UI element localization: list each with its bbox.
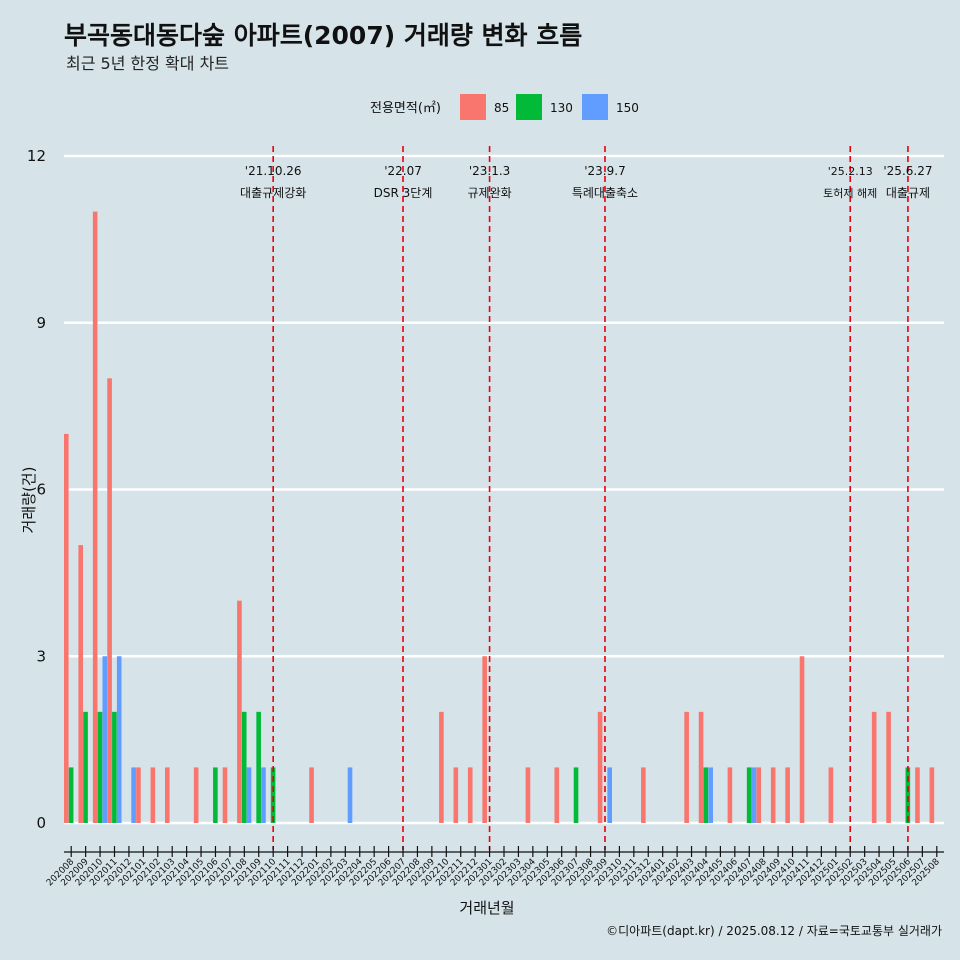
y-tick-label: 0 [36, 814, 46, 832]
annotation-date: '21.10.26 [245, 164, 302, 178]
y-tick-label: 12 [27, 147, 46, 165]
annotation-date: '22.07 [384, 164, 422, 178]
bar-85-202508 [929, 767, 935, 823]
bar-130-202010 [97, 711, 103, 823]
bar-85-202211 [453, 767, 459, 823]
annotation-label: 토허제 해제 [823, 186, 877, 200]
bar-85-202312 [641, 767, 646, 823]
bar-130-202009 [83, 711, 88, 823]
bar-150-202109 [261, 767, 266, 823]
annotation-date: '23.1.3 [469, 164, 510, 178]
y-axis-ticks: 0 3 6 9 12 [27, 147, 46, 832]
bar-150-202012 [131, 767, 136, 823]
bar-85-202306 [554, 767, 560, 823]
bar-85-202410 [785, 767, 790, 823]
annotation-label: 대출규제 [886, 186, 930, 200]
bar-85-202406 [727, 767, 733, 823]
bar-85-202507 [915, 767, 920, 823]
legend-label-130: 130 [550, 101, 573, 115]
legend-swatch-130 [516, 94, 542, 120]
bar-85-202404 [698, 711, 704, 823]
annotation-label: DSR 3단계 [374, 186, 433, 200]
bar-85-202504 [871, 711, 877, 823]
y-axis-label: 거래량(건) [20, 467, 38, 534]
bar-85-202210 [439, 711, 444, 823]
annotation-date: '25.6.27 [883, 164, 932, 178]
bar-85-202103 [164, 767, 170, 823]
bar-85-202501 [828, 767, 834, 823]
bar-130-202404 [703, 767, 709, 823]
legend-swatch-85 [460, 94, 486, 120]
bar-130-202109 [256, 711, 261, 823]
bar-150-202010 [102, 656, 108, 823]
bar-150-202203 [347, 767, 353, 823]
bars [64, 211, 935, 824]
annotation-date: '25.2.13 [828, 165, 873, 178]
bar-130-202008 [68, 767, 74, 823]
bar-85-202008 [64, 433, 69, 823]
y-tick-label: 3 [36, 647, 46, 665]
bar-85-202301 [482, 656, 487, 823]
chart-title: 부곡동대동다숲 아파트(2007) 거래량 변화 흐름 [64, 21, 582, 50]
bar-85-202010 [92, 211, 98, 824]
bar-150-202108 [246, 767, 252, 823]
bar-85-202212 [467, 767, 473, 823]
legend-label-85: 85 [494, 101, 509, 115]
bar-85-202201 [309, 767, 314, 823]
bar-150-202407 [751, 767, 757, 823]
chart-subtitle: 최근 5년 한정 확대 차트 [66, 54, 229, 73]
legend: 전용면적(㎡) 85 130 150 [370, 94, 639, 120]
annotation-lines [272, 146, 909, 850]
bar-130-202407 [746, 767, 752, 823]
bar-130-202506 [905, 767, 911, 823]
annotation-labels: '21.10.26 대출규제강화 '22.07 DSR 3단계 '23.1.3 규제완화 '… [240, 164, 932, 200]
bar-130-202106 [213, 767, 218, 823]
bar-130-202011 [112, 711, 117, 823]
bar-85-202108 [237, 600, 242, 823]
legend-label-150: 150 [616, 101, 639, 115]
bar-85-202105 [193, 767, 199, 823]
bar-85-202309 [597, 711, 603, 823]
bar-150-202404 [708, 767, 713, 823]
bar-85-202403 [684, 711, 689, 823]
bar-150-202011 [116, 656, 122, 823]
bar-85-202101 [136, 767, 141, 823]
bar-85-202304 [525, 767, 531, 823]
bar-85-202102 [150, 767, 156, 823]
annotation-label: 대출규제강화 [240, 186, 306, 200]
bar-130-202108 [241, 711, 247, 823]
legend-swatch-150 [582, 94, 608, 120]
bar-85-202505 [886, 711, 891, 823]
x-axis: 2020082020092020102020112020122021012021… [45, 846, 944, 888]
annotation-label: 규제완화 [467, 186, 511, 200]
bar-85-202009 [78, 545, 84, 823]
legend-title: 전용면적(㎡) [370, 101, 441, 116]
bar-85-202011 [107, 378, 112, 823]
bar-85-202408 [756, 767, 762, 823]
annotation-date: '23.9.7 [584, 164, 625, 178]
x-axis-label: 거래년월 [459, 899, 514, 917]
grid-lines [64, 154, 944, 825]
bar-130-202110 [270, 767, 276, 823]
bar-85-202107 [222, 767, 228, 823]
caption: ©디아파트(dapt.kr) / 2025.08.12 / 자료=국토교통부 실… [606, 924, 942, 938]
y-tick-label: 6 [36, 481, 46, 499]
bar-85-202409 [770, 767, 776, 823]
annotation-label: 특례대출축소 [572, 186, 638, 200]
bar-150-202309 [607, 767, 612, 823]
bar-130-202307 [573, 767, 579, 823]
y-tick-label: 9 [36, 314, 46, 332]
bar-85-202411 [799, 656, 805, 823]
